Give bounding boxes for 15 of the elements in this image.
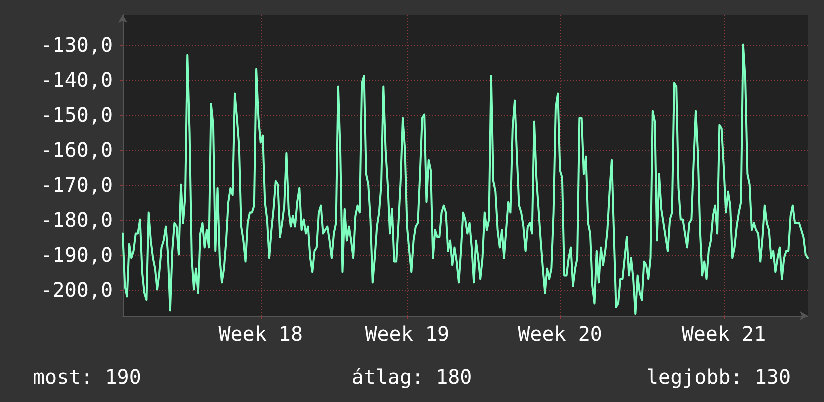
x-tick-label: Week 18 xyxy=(218,322,304,346)
y-tick-label: -190,0 xyxy=(40,242,113,267)
y-tick-label: -160,0 xyxy=(40,138,113,162)
x-tick-label: Week 20 xyxy=(518,322,602,346)
x-tick-label: Week 21 xyxy=(682,322,766,346)
x-tick-label: Week 19 xyxy=(365,322,450,346)
text: legjobb: 130 xyxy=(646,365,792,389)
text: átlag: 180 xyxy=(352,365,472,389)
y-tick-label: -140,0 xyxy=(40,68,113,92)
y-tick-label: -170,0 xyxy=(40,172,113,197)
y-tick-label: -130,0 xyxy=(40,32,113,57)
y-tick-label: -200,0 xyxy=(40,278,113,302)
y-tick-label: -180,0 xyxy=(40,208,113,232)
y-tick-label: -150,0 xyxy=(40,102,113,127)
text: most: 190 xyxy=(33,365,142,389)
